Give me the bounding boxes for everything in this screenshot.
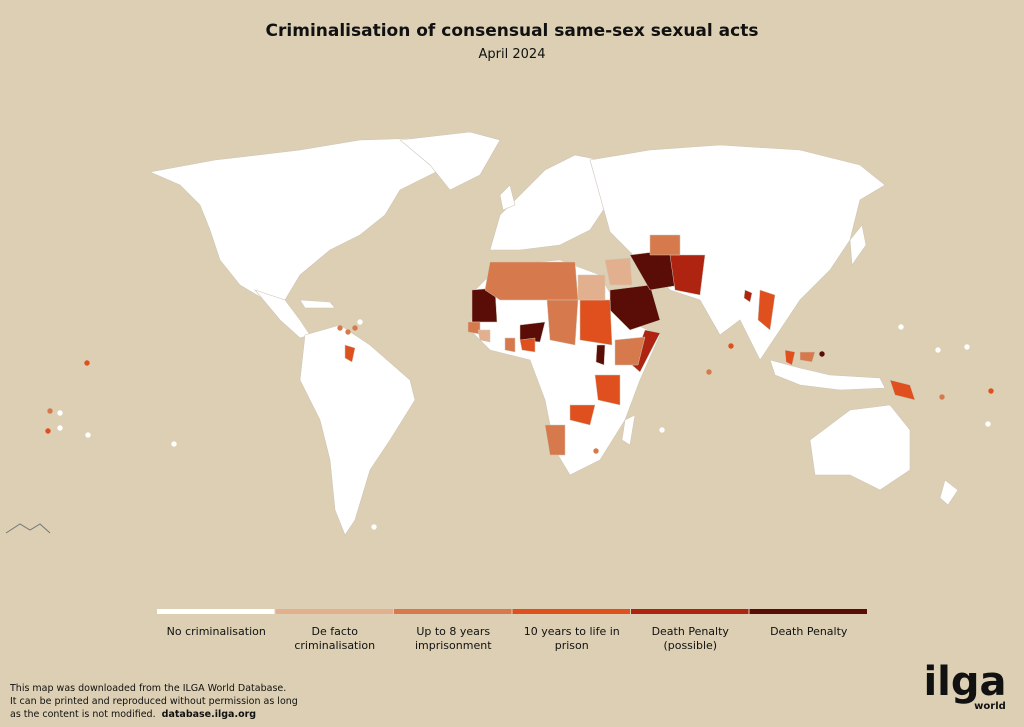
footer-line: as the content is not modified. database… bbox=[10, 708, 298, 721]
country-region bbox=[484, 261, 579, 301]
legend-label: criminalisation bbox=[294, 639, 375, 652]
subtitle: April 2024 bbox=[479, 47, 546, 62]
country-region bbox=[569, 404, 596, 426]
south-america bbox=[299, 324, 416, 536]
legend-label: No criminalisation bbox=[167, 625, 266, 638]
legend-swatch bbox=[631, 609, 749, 614]
madagascar bbox=[621, 414, 636, 446]
island-marker bbox=[345, 329, 351, 335]
island-marker bbox=[57, 425, 63, 431]
country-region bbox=[784, 349, 796, 366]
country-region bbox=[504, 337, 516, 353]
africa bbox=[469, 259, 661, 476]
north-america bbox=[148, 137, 456, 301]
island-marker bbox=[706, 369, 712, 375]
island-marker bbox=[935, 347, 941, 353]
country-region bbox=[743, 289, 753, 303]
footer-text: It can be printed and reproduced without… bbox=[10, 696, 298, 707]
logo: ilga bbox=[923, 659, 1006, 705]
island-marker bbox=[85, 432, 91, 438]
legend-swatch bbox=[512, 609, 630, 614]
island-marker bbox=[45, 428, 51, 434]
island-marker bbox=[593, 448, 599, 454]
country-region bbox=[614, 336, 646, 366]
country-region bbox=[577, 274, 606, 301]
legend-swatch bbox=[749, 609, 867, 614]
island-marker bbox=[337, 325, 343, 331]
legend-label: (possible) bbox=[663, 639, 717, 652]
asia bbox=[589, 144, 886, 361]
country-region bbox=[889, 379, 916, 401]
footer-line: This map was downloaded from the ILGA Wo… bbox=[10, 682, 298, 695]
island-marker bbox=[898, 324, 904, 330]
country-region bbox=[594, 374, 621, 406]
indonesia bbox=[769, 359, 886, 391]
country-region bbox=[579, 299, 613, 346]
scale-icon bbox=[5, 523, 51, 534]
island-marker bbox=[659, 427, 665, 433]
footer-link[interactable]: database.ilga.org bbox=[161, 709, 257, 720]
new-zealand bbox=[939, 479, 959, 506]
title: Criminalisation of consensual same-sex s… bbox=[266, 21, 759, 41]
island-marker bbox=[985, 421, 991, 427]
legend-swatch bbox=[157, 609, 275, 614]
legend-label: Up to 8 years bbox=[416, 625, 490, 638]
island-marker bbox=[57, 410, 63, 416]
island-marker bbox=[728, 343, 734, 349]
footer-text: as the content is not modified. bbox=[10, 709, 156, 720]
island-marker bbox=[964, 344, 970, 350]
island-marker bbox=[47, 408, 53, 414]
island-marker bbox=[819, 351, 825, 357]
country-region bbox=[669, 254, 706, 296]
footer-text: This map was downloaded from the ILGA Wo… bbox=[10, 683, 287, 694]
legend-swatch bbox=[394, 609, 512, 614]
country-region bbox=[799, 351, 816, 363]
country-region bbox=[595, 344, 606, 366]
legend-label: 10 years to life in bbox=[524, 625, 620, 638]
footer: This map was downloaded from the ILGA Wo… bbox=[10, 682, 298, 721]
island-marker bbox=[357, 319, 363, 325]
footer-line: It can be printed and reproduced without… bbox=[10, 695, 298, 708]
landmasses bbox=[5, 131, 959, 536]
greenland bbox=[399, 131, 501, 191]
island-marker bbox=[84, 360, 90, 366]
island-marker bbox=[171, 441, 177, 447]
country-region bbox=[604, 257, 633, 286]
country-region bbox=[477, 329, 491, 343]
logo-sub: world bbox=[974, 701, 1006, 712]
legend-swatch bbox=[275, 609, 393, 614]
country-region bbox=[757, 289, 776, 331]
legend-label: De facto bbox=[312, 625, 359, 638]
legend-label: Death Penalty bbox=[652, 625, 730, 638]
country-region bbox=[544, 424, 566, 456]
country-region bbox=[519, 321, 546, 343]
island-marker bbox=[371, 524, 377, 530]
uk bbox=[499, 184, 516, 211]
country-region bbox=[649, 234, 681, 256]
country-region bbox=[344, 344, 356, 363]
japan bbox=[849, 224, 867, 266]
australia bbox=[809, 404, 911, 491]
country-region bbox=[519, 337, 536, 353]
island-marker bbox=[988, 388, 994, 394]
island-marker bbox=[939, 394, 945, 400]
legend-label: imprisonment bbox=[415, 639, 492, 652]
caribbean bbox=[299, 299, 336, 309]
island-marker bbox=[352, 325, 358, 331]
legend-label: prison bbox=[555, 639, 589, 652]
country-region bbox=[546, 299, 579, 346]
legend-label: Death Penalty bbox=[770, 625, 848, 638]
